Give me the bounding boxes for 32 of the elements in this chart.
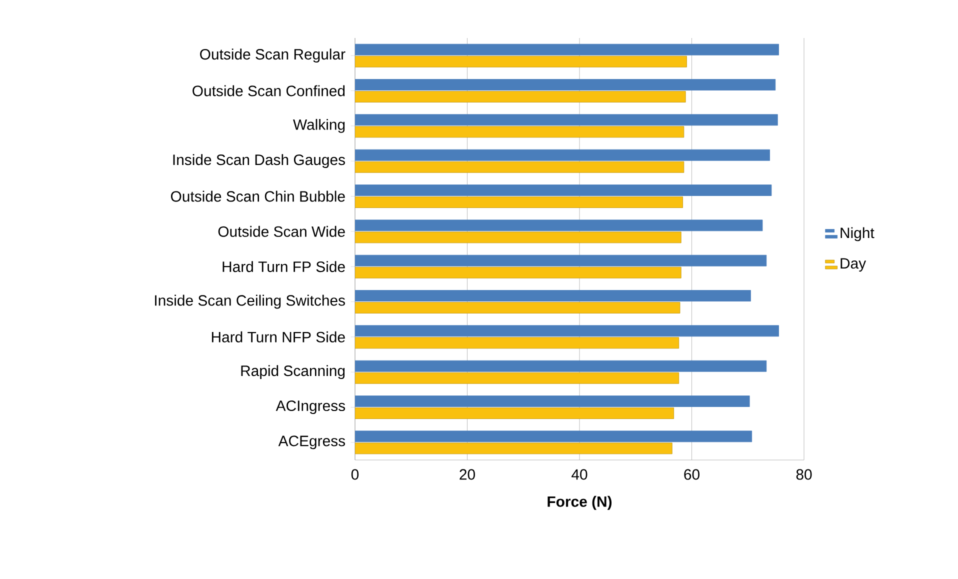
y-tick-label: Outside Scan Regular (200, 48, 346, 63)
y-tick-label: Hard Turn FP Side (222, 261, 345, 272)
y-tick-label: Outside Scan Confined (192, 85, 345, 96)
bar (355, 232, 682, 244)
y-tick-label: Hard Turn NFP Side (212, 331, 345, 342)
x-tick-label: 40 (572, 469, 588, 480)
bar (355, 442, 672, 454)
bar (355, 196, 683, 208)
y-tick-label: Inside Scan Ceiling Switches (155, 294, 345, 309)
legend-label: Night (840, 227, 874, 242)
bar (355, 302, 680, 314)
bar (355, 161, 684, 173)
bar (355, 56, 687, 68)
x-tick-label: 20 (460, 469, 475, 480)
y-tick-label: Rapid Scanning (241, 365, 345, 380)
y-tick-label: Outside Scan Chin Bubble (170, 190, 345, 202)
bar (355, 91, 686, 102)
y-tick-label: Inside Scan Dash Gauges (173, 154, 345, 168)
y-tick-label: Outside Scan Wide (218, 226, 345, 237)
y-tick-label: Walking (293, 118, 345, 133)
x-tick-label: 0 (351, 469, 359, 480)
bar (355, 126, 684, 138)
bar (355, 337, 680, 349)
bar (355, 266, 682, 278)
y-tick-label: ACEgress (278, 436, 346, 450)
bar (355, 408, 674, 419)
x-tick-label: 60 (684, 469, 700, 480)
x-axis-title: Force (N) (548, 496, 612, 510)
bar (355, 372, 680, 384)
legend-label: Day (840, 258, 866, 272)
x-tick-label: 80 (796, 469, 812, 480)
y-tick-label: ACIngress (276, 400, 346, 414)
